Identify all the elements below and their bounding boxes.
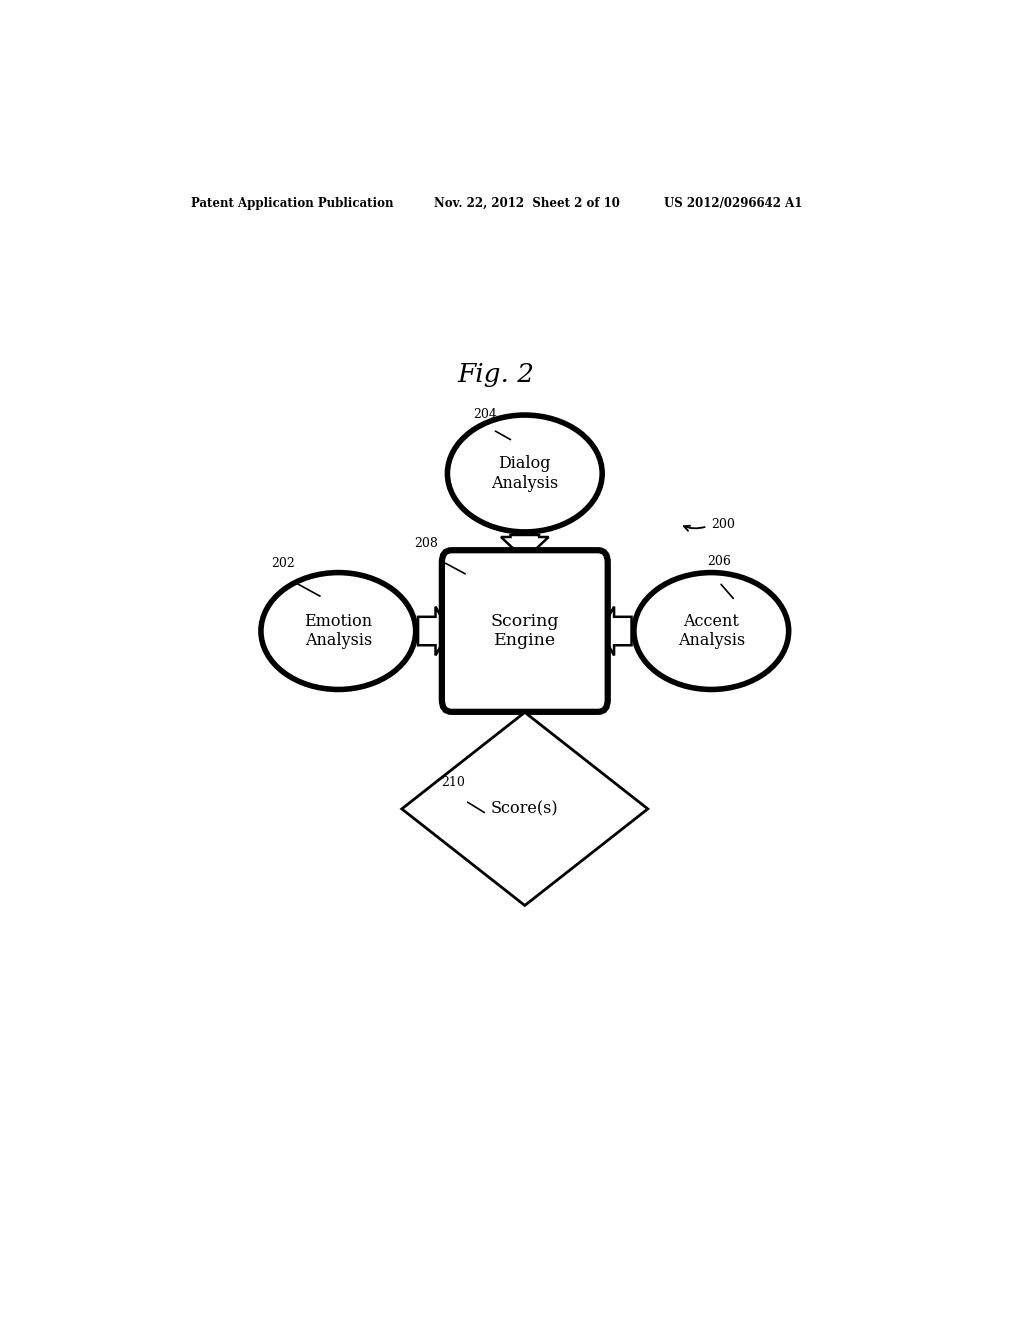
Ellipse shape xyxy=(634,573,788,689)
Text: 202: 202 xyxy=(270,557,295,570)
Ellipse shape xyxy=(447,414,602,532)
Text: Dialog
Analysis: Dialog Analysis xyxy=(492,455,558,492)
Text: Scoring
Engine: Scoring Engine xyxy=(490,612,559,649)
Text: 200: 200 xyxy=(712,517,735,531)
Polygon shape xyxy=(601,607,632,656)
Text: Score(s): Score(s) xyxy=(490,800,559,817)
Text: Patent Application Publication: Patent Application Publication xyxy=(191,197,394,210)
FancyBboxPatch shape xyxy=(442,550,607,711)
Polygon shape xyxy=(498,682,552,709)
Text: US 2012/0296642 A1: US 2012/0296642 A1 xyxy=(664,197,802,210)
Text: Nov. 22, 2012  Sheet 2 of 10: Nov. 22, 2012 Sheet 2 of 10 xyxy=(433,197,620,210)
Text: Emotion
Analysis: Emotion Analysis xyxy=(304,612,373,649)
Text: Accent
Analysis: Accent Analysis xyxy=(678,612,744,649)
Text: 206: 206 xyxy=(708,554,731,568)
Polygon shape xyxy=(418,607,449,656)
Polygon shape xyxy=(401,713,648,906)
Text: 208: 208 xyxy=(414,537,437,549)
Text: 204: 204 xyxy=(473,408,497,421)
Text: Fig. 2: Fig. 2 xyxy=(458,362,535,387)
Polygon shape xyxy=(501,535,549,560)
Ellipse shape xyxy=(261,573,416,689)
Text: 210: 210 xyxy=(441,776,465,788)
